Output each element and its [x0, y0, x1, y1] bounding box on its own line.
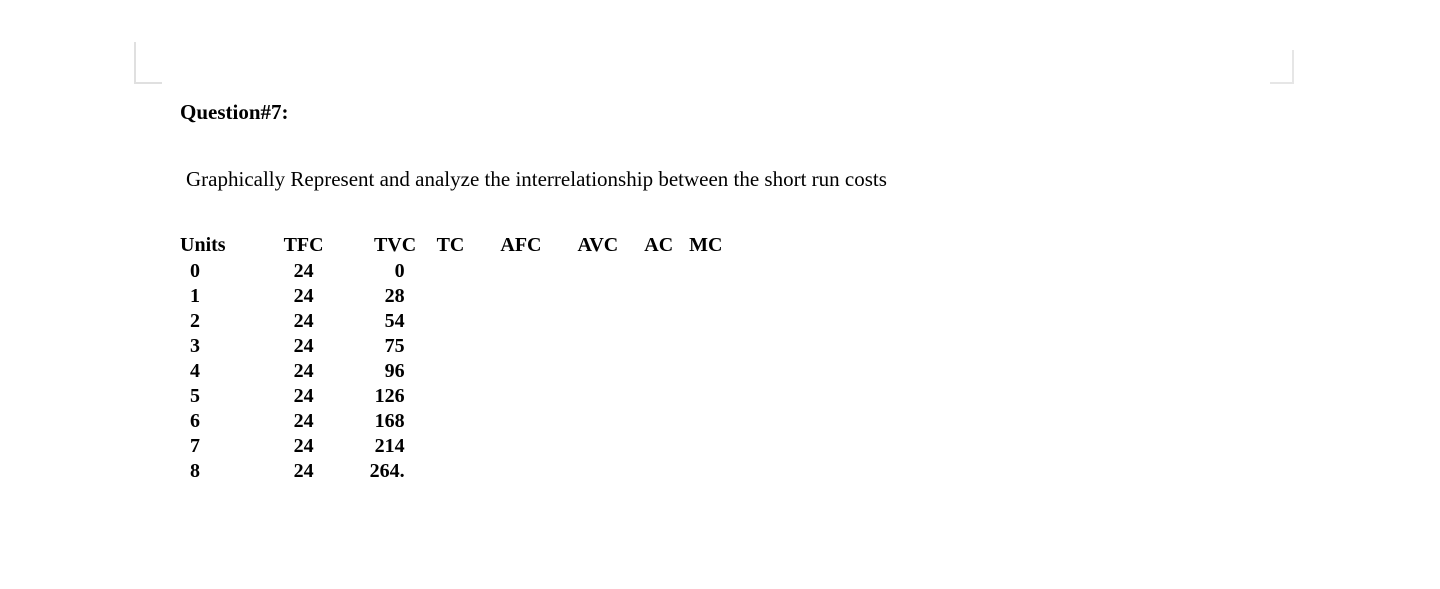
cell-units: 4 — [180, 359, 256, 384]
cell-mc — [681, 459, 730, 484]
cell-tc — [429, 259, 483, 284]
cell-tfc: 24 — [256, 284, 352, 309]
cell-avc — [559, 334, 636, 359]
cell-tfc: 24 — [256, 459, 352, 484]
cell-tfc: 24 — [256, 309, 352, 334]
page-crop-mark-right — [1270, 50, 1294, 84]
cell-afc — [482, 284, 559, 309]
cell-tvc: 168 — [352, 409, 429, 434]
cell-afc — [482, 434, 559, 459]
cell-mc — [681, 384, 730, 409]
cell-units: 0 — [180, 259, 256, 284]
col-header-ac: AC — [636, 234, 681, 259]
cell-tfc: 24 — [256, 434, 352, 459]
cell-ac — [636, 309, 681, 334]
question-prompt: Graphically Represent and analyze the in… — [180, 167, 1260, 192]
cell-avc — [559, 284, 636, 309]
cell-tvc: 214 — [352, 434, 429, 459]
cell-ac — [636, 259, 681, 284]
cell-mc — [681, 259, 730, 284]
table-row: 4 24 96 — [180, 359, 730, 384]
question-label: Question#7: — [180, 100, 1260, 125]
col-header-tvc: TVC — [352, 234, 429, 259]
cell-ac — [636, 459, 681, 484]
table-row: 1 24 28 — [180, 284, 730, 309]
cell-avc — [559, 459, 636, 484]
cell-afc — [482, 309, 559, 334]
table-row: 0 24 0 — [180, 259, 730, 284]
cell-ac — [636, 284, 681, 309]
cell-tvc: 126 — [352, 384, 429, 409]
cell-units: 2 — [180, 309, 256, 334]
cell-afc — [482, 409, 559, 434]
col-header-mc: MC — [681, 234, 730, 259]
cell-avc — [559, 384, 636, 409]
table-row: 6 24 168 — [180, 409, 730, 434]
table-row: 2 24 54 — [180, 309, 730, 334]
col-header-tc: TC — [429, 234, 483, 259]
cell-afc — [482, 359, 559, 384]
cell-afc — [482, 459, 559, 484]
cell-afc — [482, 384, 559, 409]
cell-tfc: 24 — [256, 384, 352, 409]
cell-mc — [681, 434, 730, 459]
cell-tc — [429, 409, 483, 434]
cell-tvc: 54 — [352, 309, 429, 334]
page-crop-mark-left — [134, 42, 162, 84]
cell-units: 6 — [180, 409, 256, 434]
cell-mc — [681, 334, 730, 359]
cell-afc — [482, 334, 559, 359]
table-row: 5 24 126 — [180, 384, 730, 409]
cell-units: 8 — [180, 459, 256, 484]
cost-table: Units TFC TVC TC AFC AVC AC MC 0 24 0 1 … — [180, 234, 730, 484]
cell-avc — [559, 309, 636, 334]
cell-ac — [636, 334, 681, 359]
cell-tfc: 24 — [256, 259, 352, 284]
cell-tvc: 96 — [352, 359, 429, 384]
col-header-tfc: TFC — [256, 234, 352, 259]
col-header-avc: AVC — [559, 234, 636, 259]
cell-units: 3 — [180, 334, 256, 359]
cell-units: 7 — [180, 434, 256, 459]
cell-mc — [681, 284, 730, 309]
cell-avc — [559, 259, 636, 284]
col-header-units: Units — [180, 234, 256, 259]
cell-ac — [636, 409, 681, 434]
cell-ac — [636, 359, 681, 384]
table-row: 8 24 264. — [180, 459, 730, 484]
cell-tc — [429, 384, 483, 409]
cell-tfc: 24 — [256, 334, 352, 359]
cell-tc — [429, 434, 483, 459]
cell-tc — [429, 459, 483, 484]
cell-avc — [559, 359, 636, 384]
cell-mc — [681, 409, 730, 434]
cell-units: 5 — [180, 384, 256, 409]
cell-mc — [681, 359, 730, 384]
cell-avc — [559, 409, 636, 434]
cell-tc — [429, 284, 483, 309]
cell-units: 1 — [180, 284, 256, 309]
cell-ac — [636, 384, 681, 409]
cell-tvc: 0 — [352, 259, 429, 284]
table-header-row: Units TFC TVC TC AFC AVC AC MC — [180, 234, 730, 259]
cell-tvc: 75 — [352, 334, 429, 359]
cell-tvc: 28 — [352, 284, 429, 309]
cell-mc — [681, 309, 730, 334]
cell-tfc: 24 — [256, 409, 352, 434]
table-row: 3 24 75 — [180, 334, 730, 359]
cell-tc — [429, 334, 483, 359]
cell-tvc: 264. — [352, 459, 429, 484]
cell-afc — [482, 259, 559, 284]
table-row: 7 24 214 — [180, 434, 730, 459]
cell-ac — [636, 434, 681, 459]
col-header-afc: AFC — [482, 234, 559, 259]
cell-avc — [559, 434, 636, 459]
cell-tfc: 24 — [256, 359, 352, 384]
cell-tc — [429, 309, 483, 334]
cell-tc — [429, 359, 483, 384]
